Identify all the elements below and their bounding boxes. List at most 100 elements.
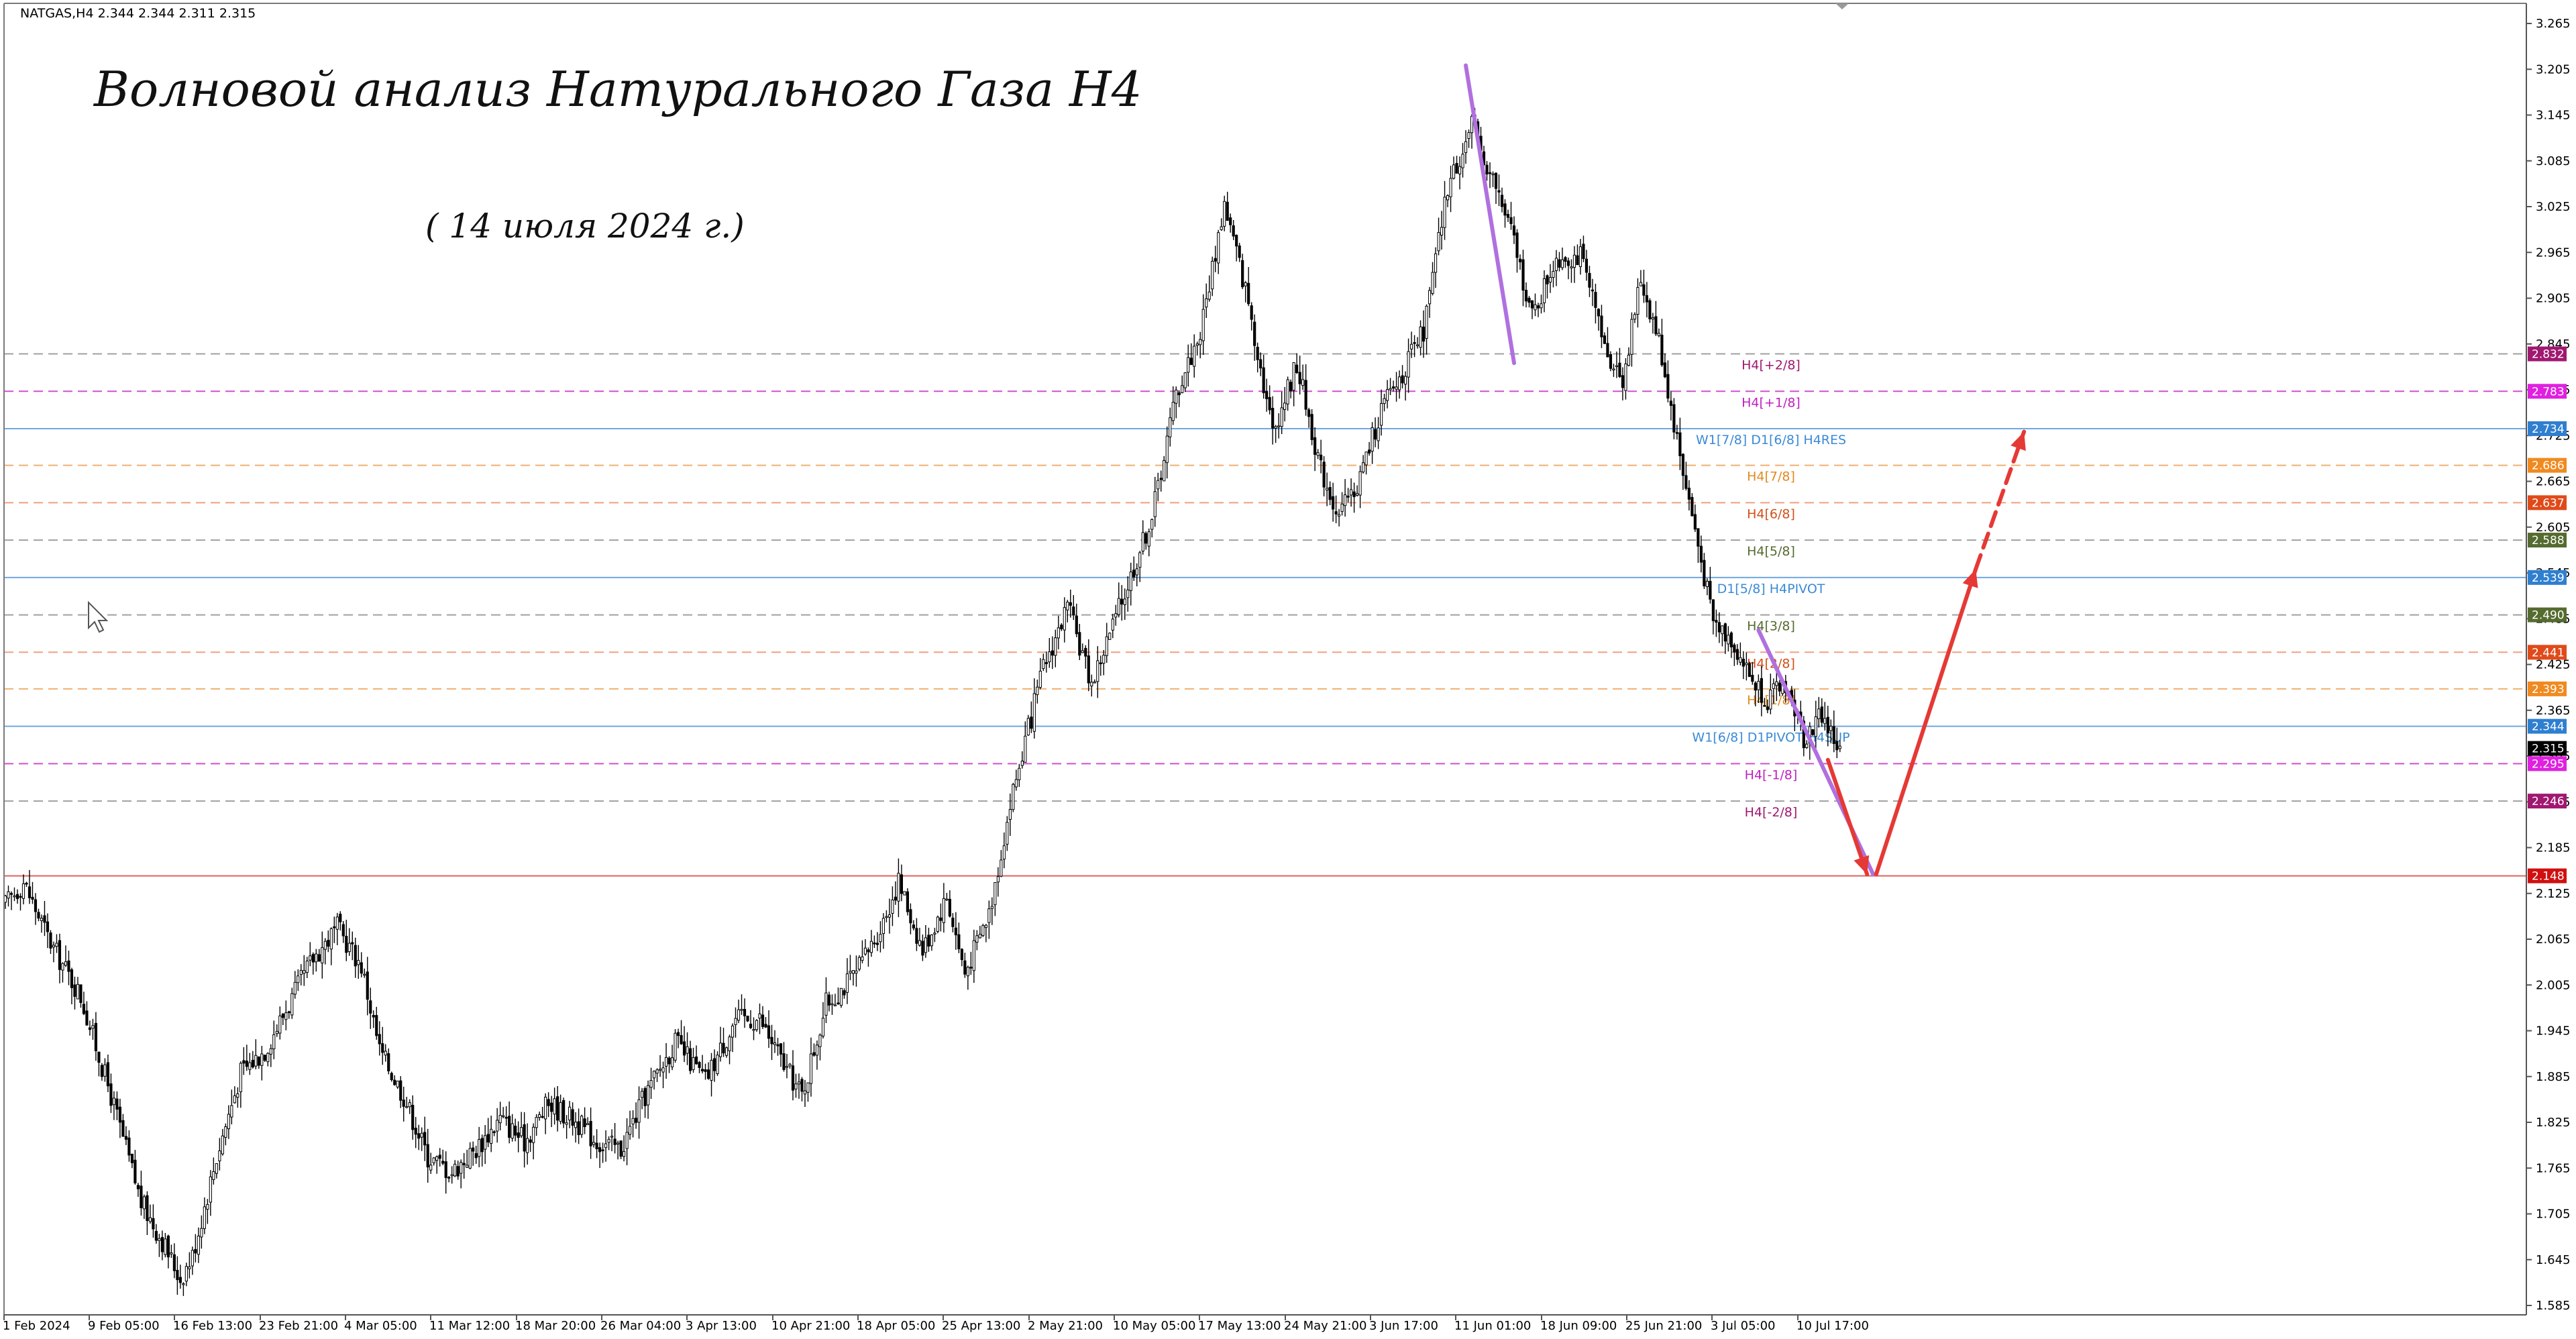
candle-body: [309, 955, 312, 961]
forecast-arrow-line: [1825, 757, 1870, 877]
candle-body: [589, 1120, 592, 1146]
candle-body: [839, 987, 843, 1006]
candle-body: [1244, 282, 1247, 286]
candle-body: [1153, 491, 1157, 517]
candle-body: [1591, 289, 1595, 292]
candle-body: [652, 1071, 656, 1079]
candle-body: [806, 1082, 810, 1093]
candle-body: [1189, 358, 1193, 366]
candle-body: [951, 917, 955, 927]
candle-body: [1657, 333, 1661, 336]
candle-body: [1428, 290, 1432, 305]
level-price-tag-label: 2.344: [2532, 720, 2565, 734]
candle-body: [1259, 359, 1263, 369]
x-tick-label: 11 Mar 12:00: [429, 1319, 510, 1333]
level-price-tag-label: 2.393: [2532, 683, 2565, 696]
candle-body: [1437, 232, 1440, 252]
candle-body: [1141, 532, 1144, 552]
candle-body: [912, 924, 915, 928]
candle-body: [1554, 258, 1558, 271]
level-label: H4[7/8]: [1747, 470, 1795, 484]
candle-body: [1509, 217, 1513, 224]
candle-body: [1012, 784, 1015, 810]
candle-body: [1093, 682, 1096, 684]
candle-body: [1102, 655, 1106, 664]
level-price-tag-label: 2.490: [2532, 609, 2565, 623]
candle-body: [538, 1114, 541, 1118]
candle-body: [607, 1138, 610, 1143]
candle-body: [960, 949, 963, 961]
candle-body: [1150, 519, 1154, 530]
level-label: W1[7/8] D1[6/8] H4RES: [1696, 433, 1846, 447]
y-tick-label: 2.365: [2536, 704, 2571, 718]
candle-body: [275, 1030, 278, 1034]
y-tick-label: 1.885: [2536, 1070, 2571, 1084]
forecast-arrow-line: [1874, 567, 1978, 877]
candle-body: [254, 1055, 258, 1067]
candle-body: [888, 914, 892, 918]
candle-body: [1421, 326, 1426, 342]
candle-body: [1138, 552, 1142, 568]
candle-body: [894, 896, 898, 901]
candle-body: [568, 1106, 572, 1121]
candle-body: [1470, 115, 1474, 133]
candle-body: [1597, 309, 1601, 317]
level-price-tag: [2528, 607, 2567, 623]
candle-body: [242, 1060, 246, 1064]
level-label: H4[6/8]: [1747, 506, 1795, 521]
candle-body: [73, 984, 76, 997]
candle-body: [818, 1034, 822, 1047]
candle-body: [1247, 282, 1250, 305]
candle-body: [160, 1236, 164, 1252]
candle-body: [734, 1018, 737, 1025]
candle-body: [794, 1083, 798, 1089]
candle-body: [236, 1093, 239, 1098]
candle-body: [1024, 735, 1027, 763]
candle-body: [158, 1238, 161, 1241]
candle-body: [43, 915, 46, 923]
level-price-tag: [2528, 681, 2567, 696]
candle-body: [1699, 545, 1703, 563]
x-tick-label: 10 Apr 21:00: [771, 1319, 850, 1333]
x-tick-label: 2 May 21:00: [1028, 1319, 1103, 1333]
candle-body: [1835, 741, 1839, 751]
candle-body: [1014, 779, 1018, 788]
candle-body: [28, 886, 32, 898]
candle-body: [1377, 427, 1380, 441]
candle-body: [1648, 300, 1652, 319]
level-label: H4[2/8]: [1747, 656, 1795, 671]
candle-body: [384, 1051, 387, 1056]
candle-body: [109, 1083, 113, 1106]
candle-body: [1220, 226, 1223, 230]
candle-body: [1223, 201, 1226, 227]
candle-body: [761, 1014, 765, 1027]
x-tick-label: 3 Jul 05:00: [1711, 1319, 1776, 1333]
candle-body: [420, 1132, 423, 1138]
candle-body: [800, 1079, 804, 1092]
candle-body: [565, 1122, 568, 1125]
candle-body: [1316, 452, 1320, 456]
candle-body: [396, 1080, 399, 1087]
candle-body: [640, 1091, 644, 1098]
candle-body: [1271, 408, 1275, 429]
candle-body: [915, 928, 918, 944]
candle-body: [523, 1124, 526, 1152]
y-tick-label: 2.005: [2536, 978, 2571, 992]
candle-body: [1455, 162, 1458, 174]
level-price-tag-label: 2.148: [2532, 870, 2565, 883]
candle-body: [492, 1131, 496, 1133]
candle-body: [1669, 400, 1672, 406]
candle-body: [1723, 623, 1727, 642]
candle-body: [574, 1122, 578, 1128]
candle-body: [1735, 649, 1739, 660]
candle-body: [49, 932, 52, 949]
candle-body: [1211, 260, 1214, 290]
candle-body: [728, 1036, 731, 1051]
candle-body: [1636, 286, 1640, 315]
candle-body: [405, 1106, 409, 1108]
candle-body: [628, 1126, 632, 1135]
candle-body: [329, 928, 333, 950]
candle-body: [577, 1121, 580, 1136]
candle-body: [450, 1174, 453, 1177]
candle-body: [52, 945, 56, 948]
